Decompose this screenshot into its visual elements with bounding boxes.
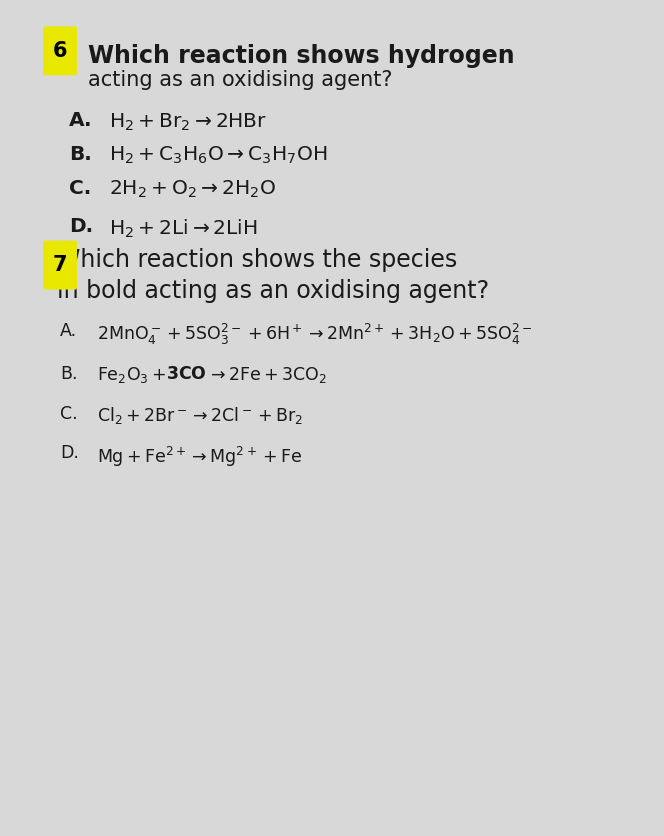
Text: D.: D. — [69, 217, 94, 237]
Text: $\mathregular{Mg+Fe^{2+}\rightarrow Mg^{2+}+Fe}$: $\mathregular{Mg+Fe^{2+}\rightarrow Mg^{… — [97, 445, 302, 469]
Text: acting as an oxidising agent?: acting as an oxidising agent? — [88, 70, 392, 90]
Text: $\mathregular{Cl_2+2Br^-\rightarrow 2Cl^-+Br_2}$: $\mathregular{Cl_2+2Br^-\rightarrow 2Cl^… — [97, 405, 303, 426]
Text: $\mathregular{H_2+2Li\rightarrow 2LiH}$: $\mathregular{H_2+2Li\rightarrow 2LiH}$ — [109, 217, 258, 240]
Text: in bold acting as an oxidising agent?: in bold acting as an oxidising agent? — [57, 279, 489, 303]
FancyBboxPatch shape — [43, 241, 77, 289]
Text: $\mathregular{\rightarrow 2Fe+3CO_2}$: $\mathregular{\rightarrow 2Fe+3CO_2}$ — [207, 365, 327, 385]
Text: Which reaction shows hydrogen: Which reaction shows hydrogen — [88, 44, 515, 68]
Text: A.: A. — [60, 322, 77, 339]
Text: $\mathregular{2MnO_4^-+5SO_3^{2-}+6H^+\rightarrow 2Mn^{2+}+3H_2O+5SO_4^{2-}}$: $\mathregular{2MnO_4^-+5SO_3^{2-}+6H^+\r… — [97, 322, 532, 347]
Text: C.: C. — [60, 405, 78, 423]
Text: $\mathregular{H_2+C_3H_6O\rightarrow C_3H_7OH}$: $\mathregular{H_2+C_3H_6O\rightarrow C_3… — [109, 145, 327, 166]
Text: B.: B. — [69, 145, 92, 164]
FancyBboxPatch shape — [43, 27, 77, 75]
Text: $\mathregular{Fe_2O_3+}$: $\mathregular{Fe_2O_3+}$ — [97, 365, 166, 385]
Text: 7: 7 — [52, 255, 67, 275]
Text: D.: D. — [60, 445, 79, 462]
Text: C.: C. — [69, 179, 92, 198]
Text: B.: B. — [60, 365, 78, 383]
Text: 6: 6 — [52, 41, 67, 61]
Text: $\mathregular{3CO}$: $\mathregular{3CO}$ — [166, 365, 207, 383]
Text: $\mathregular{H_2+Br_2\rightarrow 2HBr}$: $\mathregular{H_2+Br_2\rightarrow 2HBr}$ — [109, 111, 267, 133]
Text: $\mathregular{2H_2+O_2\rightarrow 2H_2O}$: $\mathregular{2H_2+O_2\rightarrow 2H_2O}… — [109, 179, 276, 200]
Text: A.: A. — [69, 111, 93, 130]
Text: Which reaction shows the species: Which reaction shows the species — [57, 247, 457, 272]
